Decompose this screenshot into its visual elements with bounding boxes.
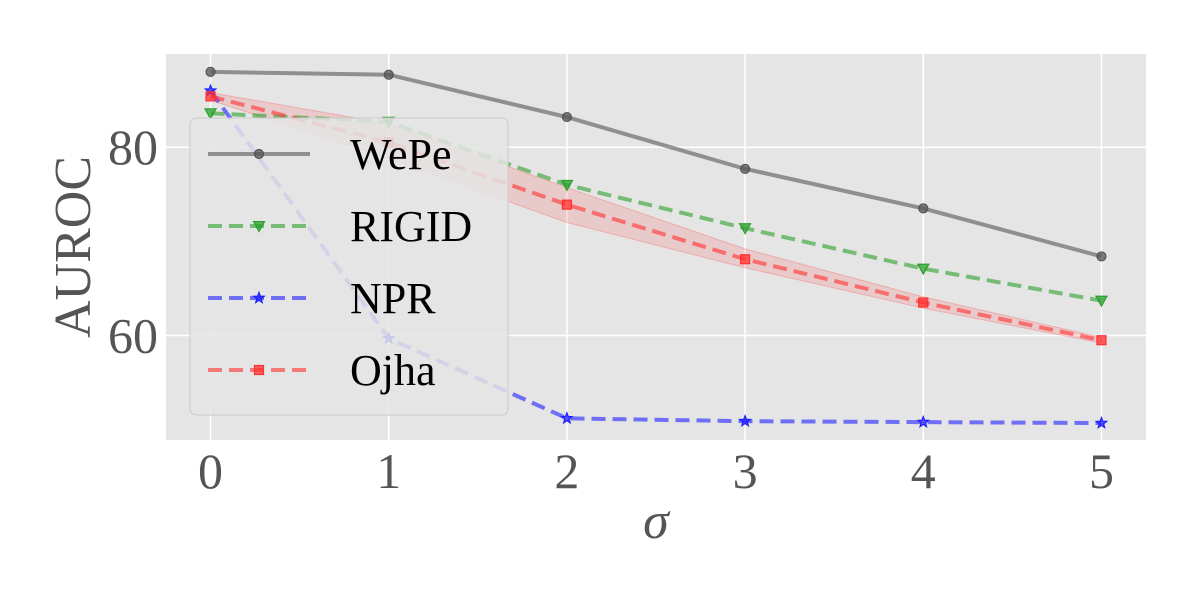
wepe-point-5 xyxy=(1096,251,1107,262)
ojha-point-0 xyxy=(205,91,216,102)
rigid-point-5 xyxy=(1094,295,1108,308)
legend-label-npr: NPR xyxy=(350,274,436,323)
npr-point-4 xyxy=(916,414,931,428)
legend-label-rigid: RIGID xyxy=(350,202,472,251)
legend-marker-rigid xyxy=(252,221,266,233)
rigid-point-0 xyxy=(204,108,218,121)
npr-point-3 xyxy=(738,413,752,428)
ojha-point-3 xyxy=(739,254,751,265)
rigid-point-2 xyxy=(560,179,574,192)
wepe-point-3 xyxy=(739,163,751,174)
tick-labels: 0 1 2 3 4 5 60 80 xyxy=(108,119,1114,499)
ojha-point-5 xyxy=(1096,335,1107,346)
npr-point-2 xyxy=(560,411,574,425)
y-tick-label-1: 80 xyxy=(108,119,158,175)
x-tick-label-2: 2 xyxy=(554,443,579,499)
wepe-point-2 xyxy=(561,111,573,123)
y-tick-label-0: 60 xyxy=(108,307,158,363)
y-axis-label: AUROC xyxy=(45,156,102,338)
x-tick-label-5: 5 xyxy=(1089,443,1114,499)
wepe-line xyxy=(210,69,1102,259)
rigid-point-3 xyxy=(738,223,752,235)
legend-label-wepe: WePe xyxy=(350,130,452,179)
npr-point-5 xyxy=(1094,415,1109,429)
legend-marker-wepe xyxy=(253,148,265,160)
x-tick-label-0: 0 xyxy=(198,443,223,499)
rigid-point-4 xyxy=(916,263,930,276)
ojha-point-4 xyxy=(918,297,929,308)
ojha-point-2 xyxy=(561,199,573,210)
wepe-point-0 xyxy=(205,66,216,77)
x-axis-label: σ xyxy=(643,493,671,550)
x-tick-label-1: 1 xyxy=(376,443,401,499)
wepe-point-4 xyxy=(918,203,929,214)
legend-marker-ojha xyxy=(253,364,265,376)
legend-box xyxy=(189,117,509,416)
x-tick-label-3: 3 xyxy=(733,443,758,499)
x-tick-label-4: 4 xyxy=(911,443,936,499)
legend-marker-npr xyxy=(252,290,266,304)
legend-label-ojha: Ojha xyxy=(350,346,436,395)
legend: WePe RIGID NPR Ojha xyxy=(189,117,509,416)
wepe-point-1 xyxy=(383,69,394,80)
